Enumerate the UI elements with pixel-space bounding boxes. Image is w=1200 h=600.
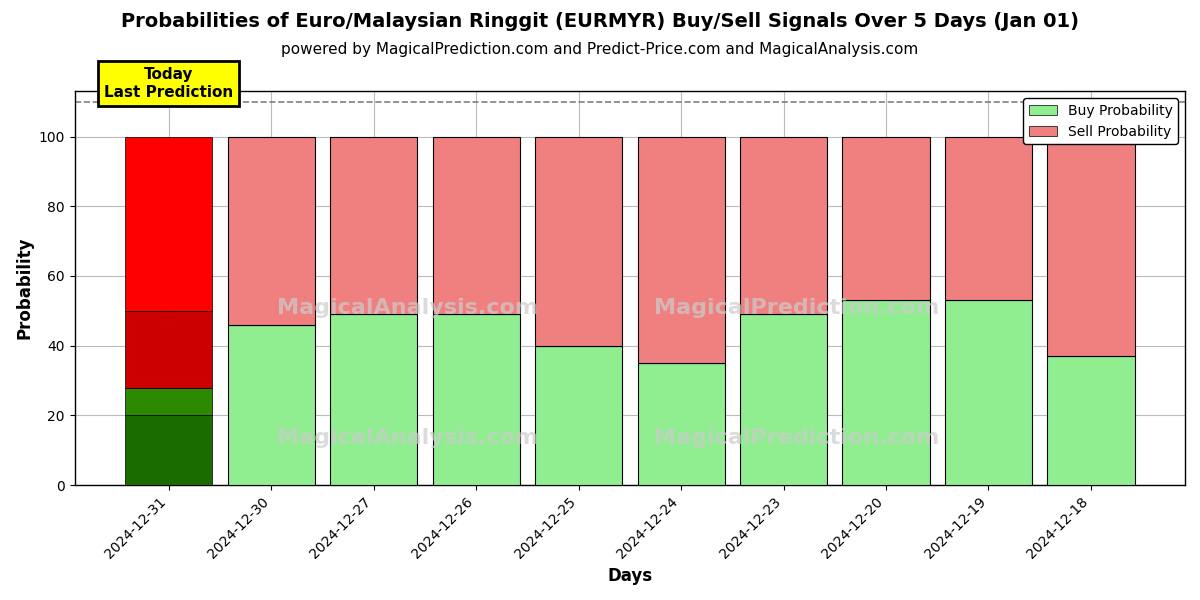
- Bar: [432, 314, 520, 485]
- Text: MagicalPrediction.com: MagicalPrediction.com: [654, 298, 940, 318]
- Bar: [1048, 356, 1134, 485]
- Text: MagicalAnalysis.com: MagicalAnalysis.com: [277, 298, 539, 318]
- Bar: [740, 314, 827, 485]
- Legend: Buy Probability, Sell Probability: Buy Probability, Sell Probability: [1024, 98, 1178, 144]
- Bar: [944, 137, 1032, 301]
- Bar: [228, 137, 314, 325]
- Text: powered by MagicalPrediction.com and Predict-Price.com and MagicalAnalysis.com: powered by MagicalPrediction.com and Pre…: [281, 42, 919, 57]
- Bar: [842, 301, 930, 485]
- Text: Probabilities of Euro/Malaysian Ringgit (EURMYR) Buy/Sell Signals Over 5 Days (J: Probabilities of Euro/Malaysian Ringgit …: [121, 12, 1079, 31]
- Text: MagicalPrediction.com: MagicalPrediction.com: [654, 428, 940, 448]
- Bar: [330, 314, 418, 485]
- Bar: [228, 325, 314, 485]
- Bar: [637, 137, 725, 363]
- Bar: [1048, 137, 1134, 356]
- Bar: [432, 137, 520, 314]
- Bar: [125, 311, 212, 388]
- Bar: [740, 137, 827, 314]
- Bar: [637, 363, 725, 485]
- Bar: [535, 346, 622, 485]
- Bar: [330, 137, 418, 314]
- Bar: [125, 388, 212, 415]
- Y-axis label: Probability: Probability: [16, 237, 34, 340]
- Bar: [842, 137, 930, 301]
- Bar: [944, 301, 1032, 485]
- X-axis label: Days: Days: [607, 567, 653, 585]
- Text: MagicalAnalysis.com: MagicalAnalysis.com: [277, 428, 539, 448]
- Bar: [125, 137, 212, 311]
- Bar: [125, 415, 212, 485]
- Bar: [535, 137, 622, 346]
- Text: Today
Last Prediction: Today Last Prediction: [104, 67, 233, 100]
